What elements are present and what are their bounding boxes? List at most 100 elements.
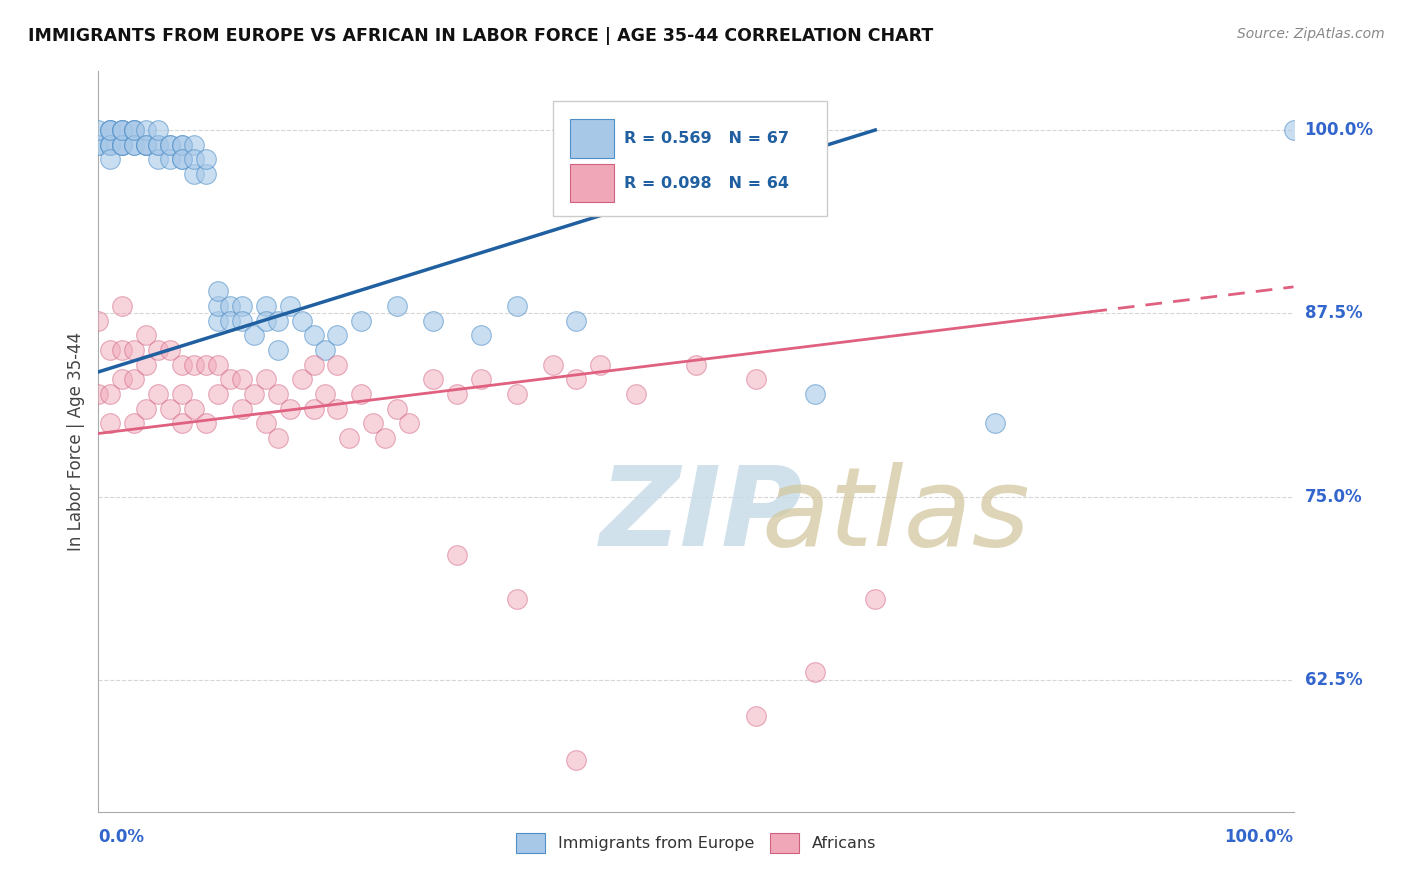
Point	[111, 343, 134, 357]
Point	[87, 387, 110, 401]
Point	[326, 328, 349, 343]
Text: 75.0%: 75.0%	[1305, 488, 1362, 506]
Point	[183, 358, 205, 372]
Point	[541, 358, 564, 372]
Point	[506, 387, 529, 401]
Point	[291, 313, 314, 327]
Point	[98, 343, 122, 357]
Point	[804, 665, 827, 680]
Point	[350, 313, 373, 327]
Point	[254, 313, 277, 327]
Point	[398, 416, 420, 430]
Point	[626, 387, 648, 401]
Text: ZIP: ZIP	[600, 462, 804, 569]
Point	[124, 343, 146, 357]
Point	[219, 299, 242, 313]
Point	[231, 372, 253, 386]
Text: Source: ZipAtlas.com: Source: ZipAtlas.com	[1237, 27, 1385, 41]
Point	[148, 137, 170, 152]
Point	[148, 343, 170, 357]
Point	[278, 401, 301, 416]
Point	[231, 299, 253, 313]
Point	[135, 123, 157, 137]
Point	[385, 401, 409, 416]
Point	[148, 153, 170, 167]
Y-axis label: In Labor Force | Age 35-44: In Labor Force | Age 35-44	[66, 332, 84, 551]
Point	[98, 137, 122, 152]
Point	[207, 358, 229, 372]
Point	[470, 328, 492, 343]
Point	[565, 313, 588, 327]
Point	[124, 123, 146, 137]
Point	[207, 285, 229, 299]
Point	[159, 153, 181, 167]
Point	[254, 372, 277, 386]
FancyBboxPatch shape	[571, 164, 613, 202]
Point	[159, 137, 181, 152]
Point	[111, 137, 134, 152]
Point	[195, 358, 218, 372]
Point	[135, 401, 157, 416]
Point	[267, 387, 290, 401]
Point	[135, 137, 157, 152]
Point	[385, 299, 409, 313]
Point	[183, 137, 205, 152]
Point	[278, 299, 301, 313]
Point	[984, 416, 1007, 430]
Point	[111, 137, 134, 152]
Text: 100.0%: 100.0%	[1305, 121, 1374, 139]
Point	[207, 299, 229, 313]
Point	[745, 372, 768, 386]
Point	[87, 137, 110, 152]
Point	[159, 401, 181, 416]
Point	[565, 753, 588, 767]
Point	[267, 343, 290, 357]
Point	[98, 123, 122, 137]
Point	[172, 153, 194, 167]
Point	[87, 313, 110, 327]
Point	[363, 416, 385, 430]
Point	[111, 299, 134, 313]
Point	[326, 358, 349, 372]
Text: 100.0%: 100.0%	[1225, 829, 1294, 847]
Point	[302, 328, 325, 343]
Point	[98, 153, 122, 167]
Point	[506, 592, 529, 607]
Legend: Immigrants from Europe, Africans: Immigrants from Europe, Africans	[510, 827, 882, 859]
Text: atlas: atlas	[762, 462, 1031, 569]
Point	[589, 358, 612, 372]
Point	[87, 123, 110, 137]
Point	[267, 431, 290, 445]
Point	[291, 372, 314, 386]
Point	[195, 416, 218, 430]
Point	[207, 387, 229, 401]
FancyBboxPatch shape	[571, 120, 613, 158]
Point	[98, 137, 122, 152]
Point	[374, 431, 396, 445]
Point	[172, 137, 194, 152]
Point	[302, 401, 325, 416]
Text: 87.5%: 87.5%	[1305, 304, 1362, 322]
Text: 0.0%: 0.0%	[98, 829, 145, 847]
Point	[243, 328, 266, 343]
Point	[124, 372, 146, 386]
Point	[219, 372, 242, 386]
Text: 62.5%: 62.5%	[1305, 671, 1362, 689]
Point	[148, 387, 170, 401]
Point	[172, 387, 194, 401]
Point	[315, 387, 337, 401]
Point	[207, 313, 229, 327]
Text: R = 0.098   N = 64: R = 0.098 N = 64	[624, 176, 789, 191]
Point	[506, 299, 529, 313]
Point	[124, 123, 146, 137]
Text: R = 0.569   N = 67: R = 0.569 N = 67	[624, 131, 789, 146]
Point	[87, 137, 110, 152]
Point	[219, 313, 242, 327]
Point	[111, 123, 134, 137]
Point	[422, 372, 444, 386]
Point	[98, 123, 122, 137]
Point	[172, 153, 194, 167]
Point	[135, 137, 157, 152]
Point	[111, 372, 134, 386]
Point	[1282, 123, 1305, 137]
